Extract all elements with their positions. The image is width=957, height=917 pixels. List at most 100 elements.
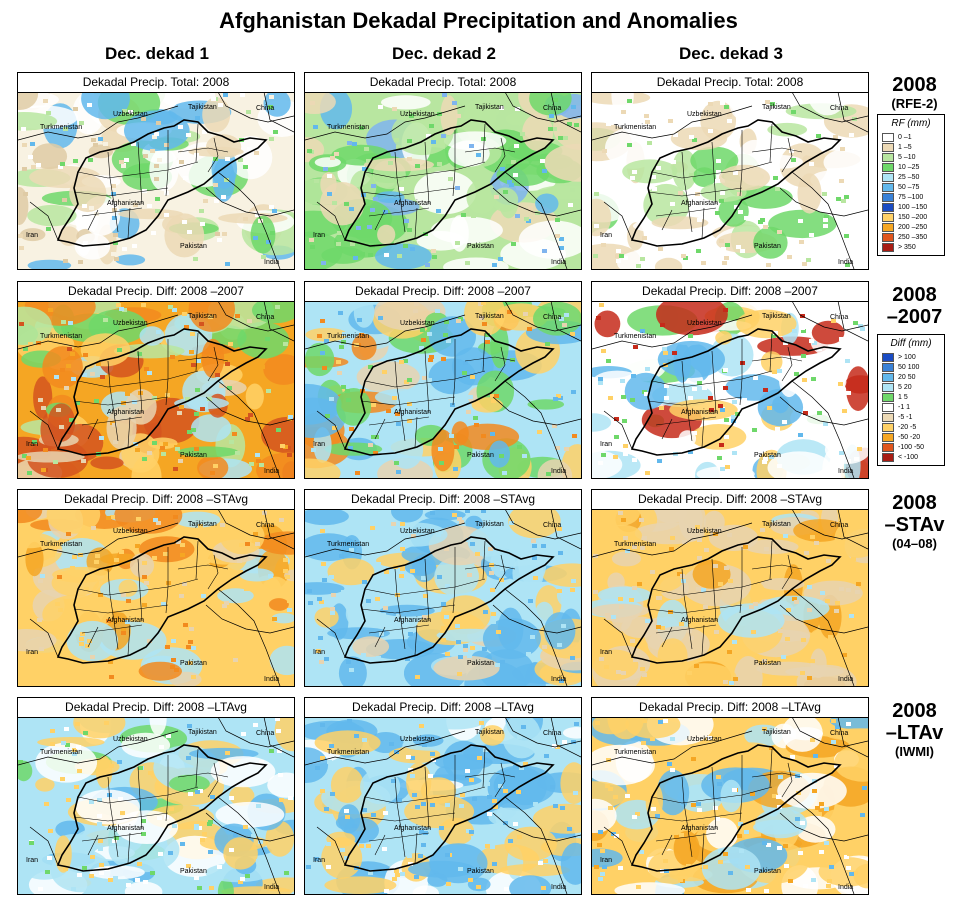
field-patch — [223, 837, 258, 870]
field-pixel — [766, 660, 771, 664]
field-pixel — [455, 186, 460, 190]
field-pixel — [430, 752, 435, 756]
field-pixel — [65, 626, 70, 630]
field-pixel — [179, 160, 184, 164]
field-pixel — [645, 471, 650, 475]
province-boundary — [751, 564, 803, 570]
field-patch — [314, 157, 341, 168]
field-patch — [811, 320, 845, 345]
field-patch — [47, 403, 76, 442]
field-patch — [796, 664, 857, 686]
field-pixel — [160, 446, 165, 450]
field-pixel — [715, 211, 720, 215]
country-border — [492, 812, 581, 842]
field-pixel — [223, 867, 228, 871]
field-pixel — [422, 376, 427, 380]
country-label: Turkmenistan — [40, 124, 82, 131]
field-pixel — [259, 760, 264, 764]
field-patch — [645, 782, 663, 820]
field-pixel — [400, 872, 405, 876]
field-patch — [834, 518, 868, 558]
field-pixel — [753, 602, 758, 606]
field-pixel — [32, 440, 37, 444]
country-border — [603, 826, 633, 866]
legend-range-label: 5 –10 — [898, 153, 916, 161]
field-pixel — [467, 573, 472, 577]
field-pixel — [60, 777, 65, 781]
field-pixel — [605, 613, 610, 617]
field-pixel — [98, 593, 103, 597]
field-pixel — [320, 789, 325, 793]
field-pixel — [449, 434, 454, 438]
field-pixel — [241, 732, 246, 736]
field-pixel — [256, 512, 261, 516]
field-patch — [114, 343, 185, 359]
field-pixel — [770, 549, 775, 553]
row-heading-year: 2008 — [892, 492, 937, 514]
field-pixel — [796, 509, 801, 513]
field-pixel — [844, 855, 849, 859]
field-pixel — [831, 740, 836, 744]
legend-row: 150 –200 — [882, 212, 940, 222]
field-pixel — [157, 158, 162, 162]
field-patch — [115, 254, 146, 266]
field-pixel — [606, 122, 611, 126]
province-boundary — [482, 748, 486, 788]
field-pixel — [602, 149, 607, 153]
field-pixel — [61, 320, 66, 324]
province-boundary — [360, 396, 456, 406]
country-label: China — [543, 730, 561, 737]
field-pixel — [635, 218, 640, 222]
field-patch — [509, 875, 552, 894]
field-pixel — [285, 575, 290, 579]
field-pixel — [394, 138, 399, 142]
field-pixel — [629, 598, 634, 602]
precipitation-field — [592, 509, 868, 686]
province-boundary — [137, 350, 143, 414]
field-patch — [219, 518, 265, 555]
field-pixel — [407, 378, 412, 382]
map-panel-row2-dekad2: Dekadal Precip. Diff: 2008 –2007 Uzbekist… — [304, 281, 582, 479]
country-label: Uzbekistan — [687, 528, 722, 535]
field-pixel — [491, 399, 496, 403]
field-pixel — [198, 789, 203, 793]
field-pixel — [798, 219, 803, 223]
field-pixel — [651, 807, 656, 811]
field-patch — [797, 173, 822, 214]
field-patch — [846, 366, 868, 411]
field-pixel — [50, 742, 55, 746]
province-boundary — [739, 755, 743, 822]
field-pixel — [72, 676, 77, 680]
map-panel-row2-dekad3: Dekadal Precip. Diff: 2008 –2007 Uzbekist… — [591, 281, 869, 479]
field-pixel — [807, 585, 812, 589]
field-patch — [627, 107, 681, 147]
field-pixel — [23, 347, 28, 351]
field-pixel — [758, 220, 763, 224]
field-pixel — [180, 842, 185, 846]
field-pixel — [46, 227, 51, 231]
country-border — [263, 301, 294, 342]
field-pixel — [769, 455, 774, 459]
province-boundary — [452, 339, 456, 406]
field-pixel — [185, 397, 190, 401]
field-pixel — [570, 332, 575, 336]
field-pixel — [268, 574, 273, 578]
field-pixel — [499, 106, 504, 110]
field-pixel — [697, 538, 702, 542]
field-pixel — [557, 527, 562, 531]
field-pixel — [504, 887, 509, 891]
province-boundary — [661, 209, 673, 231]
country-label: Iran — [313, 649, 325, 656]
field-pixel — [791, 110, 796, 114]
field-pixel — [602, 865, 607, 869]
field-pixel — [488, 547, 493, 551]
field-pixel — [702, 386, 707, 390]
field-pixel — [810, 738, 815, 742]
country-label: India — [264, 676, 279, 683]
country-border — [205, 187, 294, 217]
field-pixel — [782, 420, 787, 424]
field-pixel — [392, 877, 397, 881]
field-pixel — [200, 222, 205, 226]
country-label: Tajikistan — [475, 729, 504, 736]
legend-row: 50 –75 — [882, 182, 940, 192]
